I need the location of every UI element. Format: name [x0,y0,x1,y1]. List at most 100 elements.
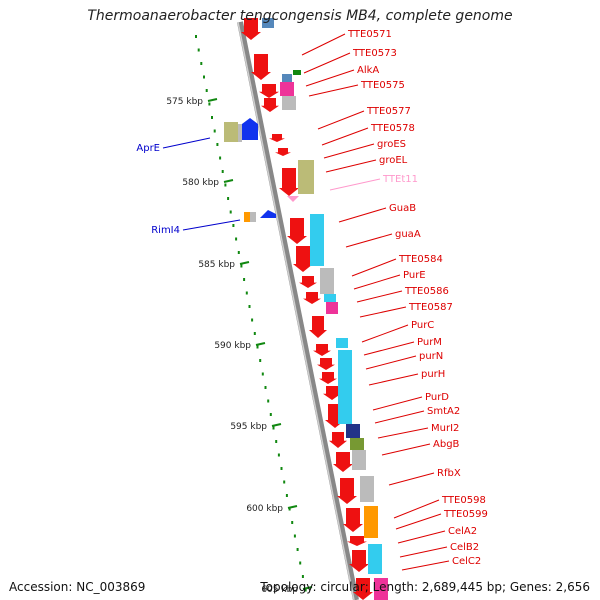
feature-arrow-left [260,210,276,218]
label-leader-line [365,355,417,370]
gene-label: PurM [417,337,442,348]
protein-domain-box [262,18,274,28]
scale-dot [301,575,304,578]
gene-label: TTE0577 [366,106,411,117]
scale-tick-mark [223,179,234,183]
protein-domain-box [352,450,366,470]
label-leader-line [323,143,375,159]
label-leader-line [381,443,431,456]
gene-label: PurD [425,392,449,403]
gene-label: AlkA [357,65,379,76]
protein-domain-box [346,424,360,438]
label-leader-line [356,290,403,303]
label-leader-line [399,546,448,558]
scale-tick-mark [239,261,250,265]
scale-dot [245,291,248,295]
gene-label: guaA [395,229,421,240]
protein-domain-box [338,350,352,424]
gene-label: TTE0584 [398,254,443,265]
gene-label: groES [377,139,406,150]
label-leader-line [162,137,211,149]
cds-arrow [349,550,369,572]
gene-label: CelB2 [450,542,479,553]
label-leader-line [395,513,442,530]
scale-dot [195,35,197,38]
label-leader-line [325,159,377,173]
scale-dot [275,440,278,443]
cds-arrow [323,386,341,400]
cds-arrow [293,246,313,272]
gene-label: purN [419,351,443,362]
scale-dot [229,210,232,214]
label-leader-line [338,207,387,223]
label-leader-line [363,341,415,356]
scale-dot [277,453,280,457]
feature-box [293,70,301,75]
protein-domain-box [320,268,334,294]
label-leader-line [368,373,419,386]
gene-label: GuaB [389,203,416,214]
scale-dot [240,264,243,268]
label-leader-line [308,84,359,97]
scale-dot [235,237,238,241]
genome-backbone [237,21,359,600]
scale-dot [227,197,230,200]
scale-dot [197,48,200,52]
scale-ticks: 575 kbp 580 kbp 585 kbp 590 kbp 595 kbp 600 k… [166,97,313,595]
cds-arrow [337,478,357,504]
protein-domain-box [238,124,242,142]
scale-dot [280,467,283,470]
cds-arrow [319,372,337,384]
label-leader-line [361,324,409,343]
label-leader-line [321,127,369,146]
cds-arrow [343,508,363,532]
scale-dot [243,278,246,281]
gene-features [224,18,388,600]
gene-label: TTE0571 [347,29,392,40]
label-leader-line [317,110,365,130]
gene-labels: TTE0571 TTE0573 AlkA TTE0575 TTE0577 TTE0578 g… [136,29,487,567]
cds-arrow [313,344,331,356]
gene-label: TTE0575 [360,80,405,91]
gene-label: CelA2 [448,526,477,537]
label-leader-line [359,306,407,318]
protein-domain-box [280,82,294,96]
gene-label: TTE0599 [443,509,488,520]
scale-tick-label: 585 kbp [198,260,235,270]
label-leader-line [301,33,346,56]
gene-label: PurC [411,320,434,331]
cds-arrow [279,168,299,196]
gene-label: groEL [379,155,408,166]
scale-dot [288,507,291,511]
label-leader-line [303,52,351,74]
cds-arrow [269,134,285,142]
scale-dot [219,156,222,160]
scale-tick-label: 605 kbp [261,585,298,595]
scale-tick-mark [207,98,218,102]
cds-arrow [333,452,353,472]
protein-domain-box [310,214,324,266]
gene-label: CelC2 [452,556,481,567]
scale-dot [208,102,211,106]
scale-dot [293,534,296,538]
scale-dot [264,386,267,389]
cds-arrow [329,432,347,448]
cds-arrow [259,84,279,98]
protein-domain-box [350,438,364,450]
scale-tick-label: 595 kbp [230,422,267,432]
scale-dot [213,129,216,133]
gene-label: TTE0578 [370,123,415,134]
scale-dot [256,345,259,349]
scale-tick-mark [271,423,282,427]
scale-dot [253,332,256,335]
scale-tick-mark [302,586,313,590]
protein-domain-box [360,476,374,502]
scale-tick-label: 600 kbp [246,504,283,514]
genome-backbone-highlight [237,21,355,600]
cds-arrow [347,536,367,546]
cds-arrow [275,148,291,156]
protein-domain-box [324,294,336,302]
protein-domain-box [224,122,238,142]
scale-tick-mark [287,505,298,509]
